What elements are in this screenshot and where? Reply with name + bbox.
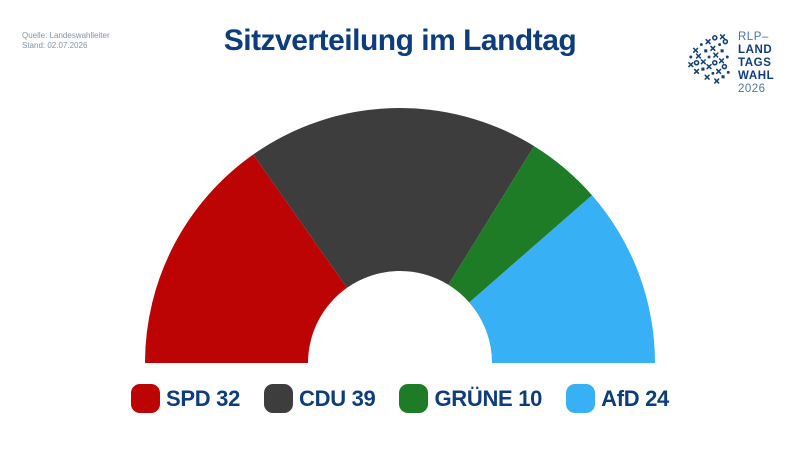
source-line-2: Stand: 02.07.2026 — [22, 41, 88, 50]
logo-line-rlp: RLP– — [738, 31, 769, 43]
chart-segment-cdu — [253, 108, 535, 288]
legend-label: GRÜNE 10 — [434, 385, 543, 411]
rlp-map-mark-icon — [688, 34, 730, 84]
election-logo-text: RLP– LAND TAGS WAHL 2026 — [738, 31, 774, 96]
election-logo: RLP– LAND TAGS WAHL 2026 — [686, 28, 774, 96]
chart-segment-grüne — [448, 146, 593, 303]
legend-item-gruene: GRÜNE 10 — [399, 384, 542, 413]
logo-line-tags: TAGS — [738, 57, 772, 69]
legend-swatch — [566, 384, 596, 413]
chart-segment-spd — [145, 154, 348, 363]
source-line-1: Quelle: Landeswahlleiter — [22, 31, 110, 40]
chart-legend: SPD 32 CDU 39 GRÜNE 10 AfD 24 — [0, 384, 800, 413]
legend-item-cdu: CDU 39 — [264, 384, 376, 413]
page-title: Sitzverteilung im Landtag — [223, 24, 577, 57]
legend-label: CDU 39 — [299, 385, 376, 411]
legend-label: SPD 32 — [165, 385, 241, 411]
logo-line-land: LAND — [738, 44, 773, 56]
logo-line-wahl: WAHL — [738, 70, 775, 82]
chart-segment-afd — [469, 195, 655, 363]
legend-item-afd: AfD 24 — [566, 384, 669, 413]
legend-swatch — [130, 384, 160, 413]
legend-swatch — [264, 384, 294, 413]
logo-line-year: 2026 — [738, 83, 766, 95]
legend-item-spd: SPD 32 — [130, 384, 241, 413]
legend-label: AfD 24 — [601, 385, 669, 411]
legend-swatch — [399, 384, 429, 413]
source-note: Quelle: Landeswahlleiter Stand: 02.07.20… — [22, 31, 110, 51]
